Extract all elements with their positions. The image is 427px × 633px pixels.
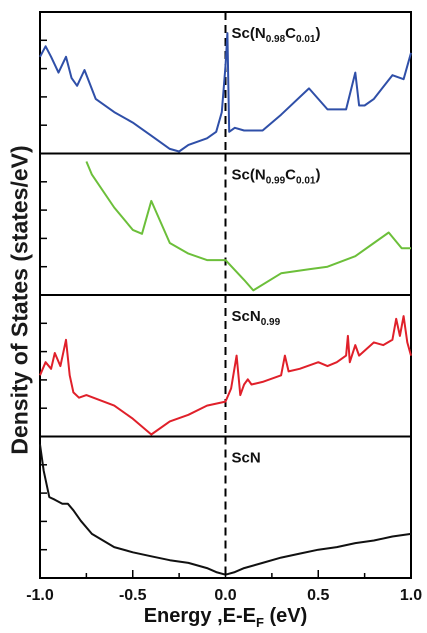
panel-label-3: ScN0.99 — [232, 308, 281, 328]
x-tick-label: 0.0 — [214, 587, 236, 604]
x-tick-label: -0.5 — [119, 587, 147, 604]
series-line-4 — [39, 444, 412, 576]
series-line-2 — [85, 161, 411, 292]
series-line-3 — [39, 315, 412, 436]
panel-label-4: ScN — [232, 450, 261, 467]
x-tick-label: -1.0 — [26, 587, 54, 604]
series-line-1 — [39, 32, 412, 153]
x-axis-label: Energy ,E-EF (eV) — [144, 605, 308, 630]
panel-label-2: Sc(N0.99C0.01) — [232, 167, 321, 187]
x-tick-label: 1.0 — [400, 587, 422, 604]
panel-label-1: Sc(N0.98C0.01) — [232, 25, 321, 45]
x-tick-label: 0.5 — [307, 587, 329, 604]
